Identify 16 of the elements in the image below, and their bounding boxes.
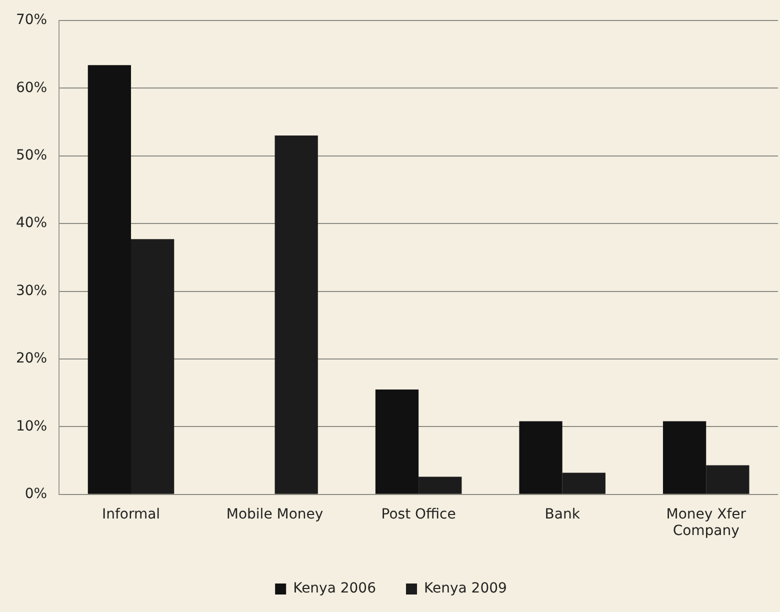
y-tick-label: 50% — [16, 147, 48, 164]
x-tick-label: Informal — [102, 506, 160, 522]
y-tick-label: 0% — [24, 486, 48, 502]
legend-label: Kenya 2009 — [424, 580, 507, 597]
y-tick-label: 20% — [16, 350, 48, 367]
x-tick-label: Bank — [544, 506, 581, 522]
y-tick-label: 30% — [16, 282, 48, 299]
legend-label: Kenya 2006 — [293, 580, 376, 597]
x-tick-label: Money Xfer Company — [666, 506, 746, 540]
y-tick-label: 40% — [16, 215, 48, 232]
y-tick-label: 60% — [16, 80, 48, 96]
y-tick-label: 70% — [16, 12, 48, 28]
x-tick-label: Post Office — [381, 506, 456, 522]
y-tick-label: 10% — [16, 418, 48, 434]
x-tick-label: Mobile Money — [226, 506, 324, 522]
bar — [274, 136, 318, 494]
